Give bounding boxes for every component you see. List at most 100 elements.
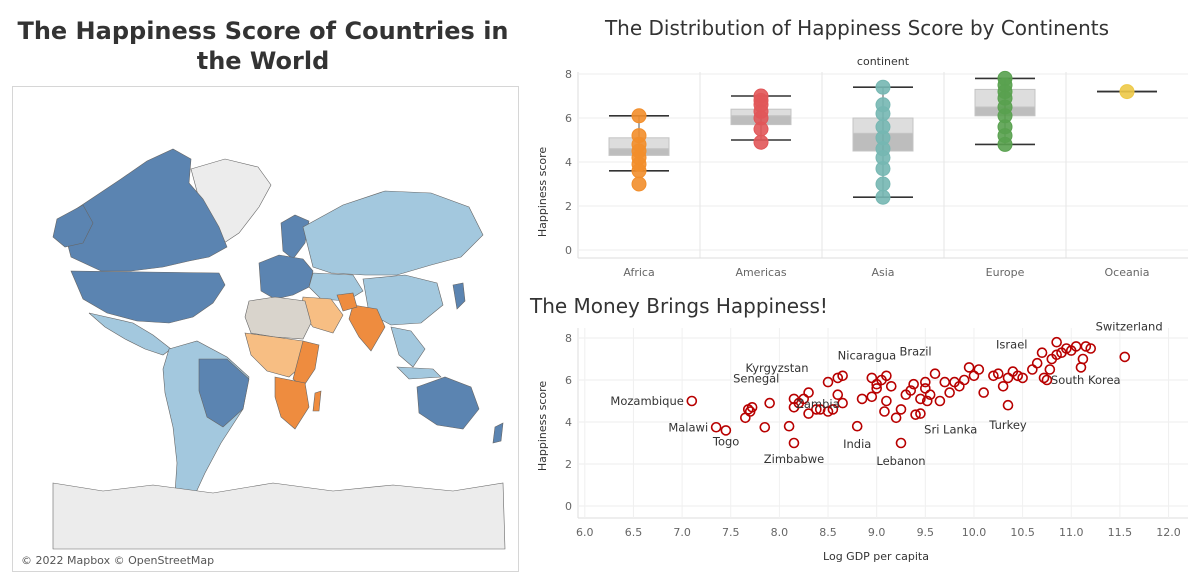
scatter-point[interactable] — [1051, 349, 1062, 361]
scatter-point[interactable] — [832, 372, 844, 384]
scatter-point[interactable] — [934, 395, 946, 407]
scatter-point[interactable] — [881, 395, 892, 407]
central-asia-region[interactable] — [308, 272, 364, 302]
scatter-point[interactable] — [915, 408, 926, 419]
north-africa-region[interactable] — [244, 296, 312, 340]
scatter-point[interactable] — [1051, 336, 1062, 348]
scatter-point[interactable] — [871, 383, 882, 394]
scatter-point[interactable] — [759, 421, 771, 433]
scatter-point[interactable] — [686, 395, 698, 407]
scatter-point[interactable] — [720, 425, 732, 436]
world-map[interactable]: © 2022 Mapbox © OpenStreetMap — [12, 86, 519, 572]
southeast-asia-region[interactable] — [390, 326, 426, 368]
scatter-point[interactable] — [783, 420, 795, 432]
canada-region[interactable] — [60, 148, 228, 272]
scatter-point[interactable] — [1012, 370, 1024, 382]
scatter-point[interactable] — [1085, 343, 1097, 354]
scatter-point[interactable] — [992, 368, 1004, 380]
scatter-point[interactable] — [746, 402, 758, 413]
scatter-point[interactable] — [1119, 351, 1131, 363]
scatter-point[interactable] — [921, 395, 933, 407]
east-africa-region[interactable] — [292, 340, 320, 388]
antarctica-region[interactable] — [52, 482, 506, 550]
box-chart[interactable]: 0 2 4 6 8 Africa Americas Asia Europe Oceania con… — [530, 50, 1190, 286]
brazil-region[interactable] — [198, 358, 250, 428]
box-point[interactable] — [1119, 84, 1135, 100]
scatter-point[interactable] — [832, 389, 844, 400]
box-asia[interactable] — [852, 79, 914, 205]
mexico-region[interactable] — [88, 312, 172, 356]
usa-region[interactable] — [70, 270, 226, 324]
australia-region[interactable] — [416, 376, 480, 430]
scatter-point[interactable] — [963, 362, 975, 373]
scatter-point[interactable] — [1038, 372, 1050, 384]
scatter-point[interactable] — [908, 378, 919, 390]
box-point[interactable] — [875, 97, 891, 113]
scatter-point[interactable] — [1077, 353, 1089, 365]
scatter-point[interactable] — [905, 385, 917, 396]
scatter-point[interactable] — [973, 364, 985, 375]
india-region[interactable] — [348, 304, 386, 352]
russia-region[interactable] — [302, 190, 484, 276]
europe-region[interactable] — [258, 254, 314, 300]
box-point[interactable] — [875, 176, 891, 192]
scatter-point[interactable] — [1027, 364, 1038, 375]
box-point[interactable] — [631, 128, 647, 144]
scatter-point[interactable] — [929, 368, 941, 380]
world-map-canvas[interactable] — [13, 87, 518, 571]
scatter-point[interactable] — [958, 374, 970, 386]
japan-region[interactable] — [452, 282, 466, 310]
afghanistan-region[interactable] — [336, 292, 358, 312]
scatter-point[interactable] — [944, 387, 955, 398]
scatter-point[interactable] — [856, 393, 868, 405]
scatter-point[interactable] — [895, 404, 907, 415]
box-americas[interactable] — [730, 88, 792, 150]
box-point[interactable] — [753, 134, 769, 150]
scatter-point[interactable] — [1061, 343, 1072, 354]
scatter-chart[interactable]: 0 2 4 6 8 6.0 6.5 7.0 7.5 8.0 8.5 9.0 9.5 10.0 10.5 11.… — [530, 322, 1190, 572]
scatter-point[interactable] — [1017, 372, 1028, 384]
box-point[interactable] — [631, 108, 647, 124]
indonesia-region[interactable] — [396, 366, 442, 380]
alaska-region[interactable] — [52, 204, 94, 248]
scatter-point[interactable] — [920, 376, 931, 388]
box-point[interactable] — [631, 176, 647, 192]
scatter-point[interactable] — [788, 437, 800, 449]
scatter-point[interactable] — [803, 387, 814, 398]
scatter-point[interactable] — [866, 391, 878, 403]
scatter-point[interactable] — [827, 404, 839, 415]
scatter-point[interactable] — [924, 389, 936, 400]
scatter-point[interactable] — [881, 370, 892, 382]
box-africa[interactable] — [608, 108, 670, 192]
southern-africa-region[interactable] — [274, 376, 310, 430]
box-point[interactable] — [875, 79, 891, 95]
scatter-point[interactable] — [978, 387, 989, 398]
scatter-point[interactable] — [822, 376, 834, 388]
scatter-point[interactable] — [866, 372, 878, 384]
box-point[interactable] — [875, 119, 891, 135]
scatter-point[interactable] — [910, 409, 921, 420]
madagascar-region[interactable] — [312, 390, 322, 412]
box-point[interactable] — [753, 88, 769, 104]
scatter-point[interactable] — [837, 397, 848, 409]
box-oceania[interactable] — [1097, 84, 1157, 100]
box-point[interactable] — [997, 70, 1013, 86]
scatter-point[interactable] — [997, 381, 1009, 392]
scatter-point[interactable] — [822, 406, 834, 417]
scatter-point[interactable] — [895, 437, 907, 449]
scatter-point[interactable] — [1002, 399, 1014, 411]
scatter-point[interactable] — [939, 376, 951, 388]
scatter-point[interactable] — [1075, 362, 1087, 373]
scandinavia-region[interactable] — [280, 214, 310, 260]
scatter-point[interactable] — [811, 404, 822, 415]
scatter-point[interactable] — [1041, 374, 1053, 386]
scatter-point[interactable] — [879, 406, 890, 417]
scatter-point[interactable] — [1002, 372, 1014, 384]
box-point[interactable] — [875, 189, 891, 205]
scatter-point[interactable] — [851, 420, 863, 432]
scatter-point[interactable] — [988, 370, 999, 382]
box-europe[interactable] — [974, 70, 1036, 152]
scatter-point[interactable] — [710, 421, 722, 433]
new-zealand-region[interactable] — [492, 422, 504, 444]
scatter-point[interactable] — [803, 408, 814, 419]
